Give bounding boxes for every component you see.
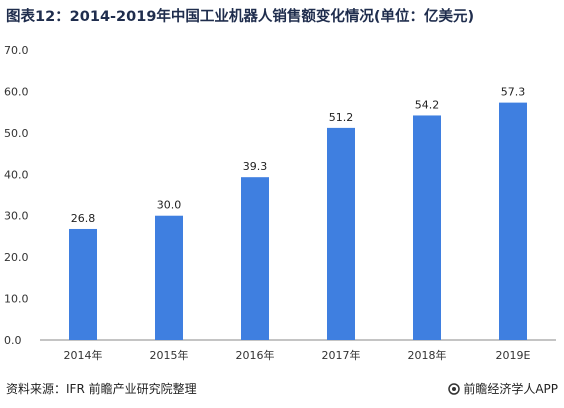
y-tick-label: 20.0 xyxy=(4,251,29,264)
y-tick-label: 50.0 xyxy=(4,127,29,140)
prospective-logo-icon xyxy=(448,382,461,395)
x-tick-label: 2017年 xyxy=(322,348,361,362)
x-tick-label: 2019E xyxy=(496,349,531,362)
x-tick-label: 2016年 xyxy=(236,348,275,362)
y-tick-label: 0.0 xyxy=(4,334,22,347)
bar xyxy=(499,102,527,340)
y-tick-label: 70.0 xyxy=(4,44,29,57)
y-axis: 0.0 10.0 20.0 30.0 40.0 50.0 60.0 70.0 xyxy=(4,44,556,347)
x-axis: 2014年 2015年 2016年 2017年 2018年 2019E xyxy=(64,348,531,362)
chart-title: 图表12：2014-2019年中国工业机器人销售额变化情况(单位：亿美元) xyxy=(6,9,475,25)
x-tick-label: 2015年 xyxy=(150,348,189,362)
bar xyxy=(69,228,97,340)
data-label: 51.2 xyxy=(329,111,354,124)
footer: 资料来源：IFR 前瞻产业研究院整理 前瞻经济学人APP xyxy=(0,376,564,400)
bar xyxy=(413,115,441,340)
data-label: 57.3 xyxy=(501,86,526,99)
brand: 前瞻经济学人APP xyxy=(448,380,558,397)
x-tick-label: 2014年 xyxy=(64,348,103,362)
bars-group xyxy=(69,102,527,340)
chart-area: 0.0 10.0 20.0 30.0 40.0 50.0 60.0 70.0 26.8 30.0… xyxy=(0,32,564,372)
data-label: 26.8 xyxy=(71,212,96,225)
y-tick-label: 30.0 xyxy=(4,210,29,223)
data-label: 54.2 xyxy=(415,98,440,111)
y-tick-label: 60.0 xyxy=(4,85,29,98)
y-tick-label: 10.0 xyxy=(4,293,29,306)
data-labels-group: 26.8 30.0 39.3 51.2 54.2 57.3 xyxy=(71,86,526,225)
y-tick-label: 40.0 xyxy=(4,168,29,181)
source-note: 资料来源：IFR 前瞻产业研究院整理 xyxy=(6,382,197,396)
data-label: 30.0 xyxy=(157,199,182,212)
bar xyxy=(241,177,269,340)
brand-label: 前瞻经济学人APP xyxy=(463,382,558,396)
bar-chart: 0.0 10.0 20.0 30.0 40.0 50.0 60.0 70.0 26.8 30.0… xyxy=(4,44,556,362)
bar xyxy=(155,215,183,340)
x-tick-label: 2018年 xyxy=(408,348,447,362)
data-label: 39.3 xyxy=(243,160,268,173)
bar xyxy=(327,127,355,340)
